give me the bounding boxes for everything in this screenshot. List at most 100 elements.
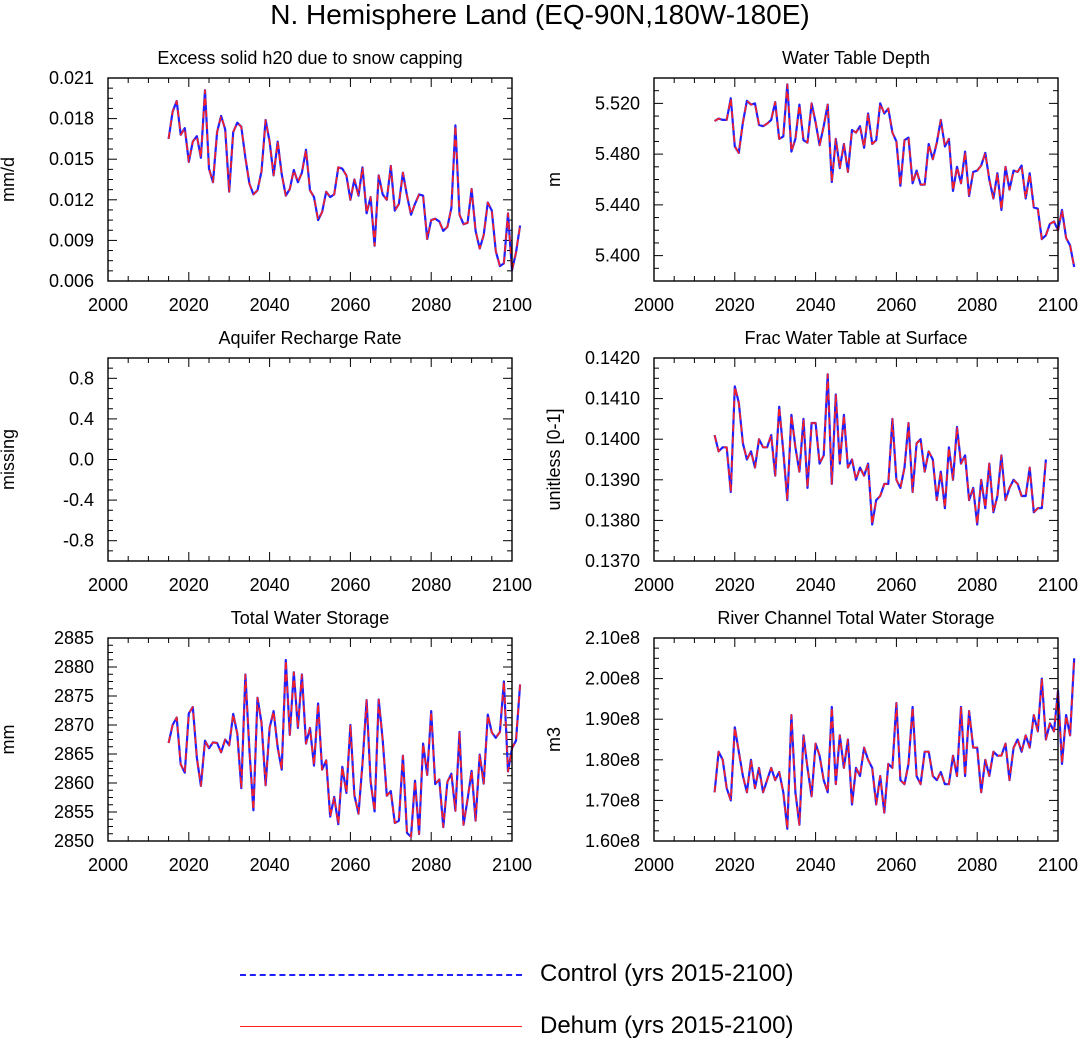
x-tick-label: 2020 bbox=[169, 575, 209, 595]
legend-label-dehum: Dehum (yrs 2015-2100) bbox=[540, 1012, 794, 1039]
chart-title: River Channel Total Water Storage bbox=[717, 608, 994, 628]
plot-frame bbox=[653, 637, 1059, 842]
y-tick-label: 2850 bbox=[54, 831, 94, 851]
y-axis-label: mm bbox=[0, 725, 18, 755]
series-line-dehum bbox=[714, 83, 1075, 268]
x-tick-label: 2100 bbox=[492, 575, 532, 595]
x-tick-label: 2040 bbox=[250, 295, 290, 315]
chart-title: Total Water Storage bbox=[231, 608, 389, 628]
x-tick-label: 2020 bbox=[715, 575, 755, 595]
y-tick-label: 2855 bbox=[54, 802, 94, 822]
figure-title: N. Hemisphere Land (EQ-90N,180W-180E) bbox=[270, 0, 810, 30]
legend-swatch-control bbox=[240, 974, 522, 976]
y-tick-label: 2885 bbox=[54, 628, 94, 648]
chart-title: Frac Water Table at Surface bbox=[744, 328, 967, 348]
chart-panel-2: Water Table Depth m 2000 2020 2040 2060 2080 21… bbox=[544, 48, 1078, 315]
y-tick-label: 1.80e8 bbox=[585, 750, 640, 770]
y-tick-label: 0.1420 bbox=[585, 348, 640, 368]
y-tick-label: 0.021 bbox=[49, 68, 94, 88]
y-axis-label: unitless [0-1] bbox=[544, 408, 564, 510]
y-tick-label: 0.1410 bbox=[585, 389, 640, 409]
x-tick-label: 2000 bbox=[634, 575, 674, 595]
plot-frame bbox=[107, 637, 513, 842]
y-tick-label: 2875 bbox=[54, 686, 94, 706]
x-tick-label: 2060 bbox=[876, 575, 916, 595]
y-tick-label: 0.012 bbox=[49, 190, 94, 210]
y-tick-label: 0.009 bbox=[49, 230, 94, 250]
x-tick-label: 2080 bbox=[411, 855, 451, 875]
y-tick-label: 5.520 bbox=[595, 93, 640, 113]
x-tick-label: 2080 bbox=[957, 295, 997, 315]
series-line-control bbox=[714, 83, 1076, 268]
x-tick-label: 2100 bbox=[1038, 855, 1078, 875]
y-tick-label: 0.1400 bbox=[585, 429, 640, 449]
x-tick-label: 2060 bbox=[876, 855, 916, 875]
y-tick-label: 0.1390 bbox=[585, 470, 640, 490]
chart-title: Aquifer Recharge Rate bbox=[218, 328, 401, 348]
plot-frame bbox=[653, 77, 1059, 282]
plot-frame bbox=[107, 77, 513, 282]
y-tick-label: 0.8 bbox=[69, 368, 94, 388]
x-tick-label: 2040 bbox=[796, 855, 836, 875]
series-line-dehum bbox=[167, 659, 521, 838]
legend-label-control: Control (yrs 2015-2100) bbox=[540, 960, 794, 987]
series-line-dehum bbox=[713, 373, 1047, 526]
x-tick-label: 2040 bbox=[796, 575, 836, 595]
series-line-dehum bbox=[713, 658, 1075, 830]
y-tick-label: 5.480 bbox=[595, 144, 640, 164]
x-tick-label: 2100 bbox=[492, 295, 532, 315]
y-tick-label: 2880 bbox=[54, 657, 94, 677]
chart-title: Water Table Depth bbox=[782, 48, 930, 68]
y-tick-label: 0.018 bbox=[49, 109, 94, 129]
y-tick-label: 0.1380 bbox=[585, 510, 640, 530]
y-tick-label: 5.440 bbox=[595, 195, 640, 215]
y-tick-label: 1.90e8 bbox=[585, 709, 640, 729]
y-tick-label: 0.015 bbox=[49, 149, 94, 169]
x-tick-label: 2060 bbox=[330, 575, 370, 595]
plot-frame bbox=[653, 357, 1059, 562]
x-tick-label: 2040 bbox=[250, 575, 290, 595]
x-tick-label: 2080 bbox=[957, 855, 997, 875]
x-tick-label: 2000 bbox=[88, 855, 128, 875]
chart-panel-4: Frac Water Table at Surface unitless [0-1… bbox=[544, 328, 1078, 595]
x-tick-label: 2020 bbox=[169, 855, 209, 875]
x-tick-label: 2100 bbox=[1038, 575, 1078, 595]
y-axis-label: m bbox=[544, 172, 564, 187]
x-tick-label: 2040 bbox=[796, 295, 836, 315]
x-tick-label: 2100 bbox=[492, 855, 532, 875]
x-tick-label: 2080 bbox=[957, 575, 997, 595]
x-tick-label: 2000 bbox=[88, 575, 128, 595]
y-tick-label: 2.00e8 bbox=[585, 669, 640, 689]
x-tick-label: 2020 bbox=[169, 295, 209, 315]
x-tick-label: 2000 bbox=[634, 295, 674, 315]
x-tick-label: 2060 bbox=[876, 295, 916, 315]
y-axis-label: m3 bbox=[544, 727, 564, 752]
y-tick-label: 1.60e8 bbox=[585, 831, 640, 851]
x-tick-label: 2100 bbox=[1038, 295, 1078, 315]
x-tick-label: 2020 bbox=[715, 295, 755, 315]
plots-area: Excess solid h20 due to snow capping mm/d… bbox=[0, 48, 1078, 875]
chart-panel-1: Excess solid h20 due to snow capping mm/d… bbox=[0, 48, 532, 315]
x-tick-label: 2080 bbox=[411, 295, 451, 315]
chart-title: Excess solid h20 due to snow capping bbox=[157, 48, 462, 68]
x-tick-label: 2080 bbox=[411, 575, 451, 595]
y-axis-label: missing bbox=[0, 429, 18, 490]
chart-panel-6: River Channel Total Water Storage m3 2000 2… bbox=[544, 608, 1078, 875]
y-tick-label: 0.0 bbox=[69, 450, 94, 470]
legend-swatch-dehum bbox=[240, 1026, 522, 1027]
x-tick-label: 2060 bbox=[330, 855, 370, 875]
y-axis-label: mm/d bbox=[0, 157, 18, 202]
y-tick-label: 5.400 bbox=[595, 246, 640, 266]
chart-panel-5: Total Water Storage mm 2000 2020 2040 2060 208… bbox=[0, 608, 532, 875]
x-tick-label: 2060 bbox=[330, 295, 370, 315]
y-tick-label: 0.4 bbox=[69, 409, 94, 429]
plot-frame bbox=[107, 357, 513, 562]
y-tick-label: 0.006 bbox=[49, 271, 94, 291]
x-tick-label: 2040 bbox=[250, 855, 290, 875]
y-tick-label: 2865 bbox=[54, 744, 94, 764]
series-line-control bbox=[167, 658, 522, 839]
y-tick-label: 1.70e8 bbox=[585, 790, 640, 810]
y-tick-label: -0.4 bbox=[63, 490, 94, 510]
chart-panel-3: Aquifer Recharge Rate missing 2000 2020 2040… bbox=[0, 328, 532, 595]
x-tick-label: 2020 bbox=[715, 855, 755, 875]
